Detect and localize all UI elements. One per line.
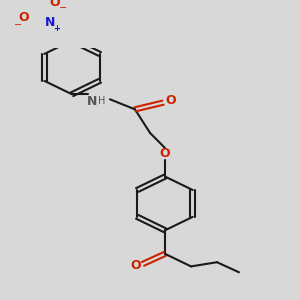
Text: −: − [14, 20, 22, 30]
Text: N: N [45, 16, 55, 28]
Text: O: O [19, 11, 29, 24]
Text: O: O [166, 94, 176, 107]
Text: −: − [59, 3, 67, 13]
Text: O: O [50, 0, 60, 9]
Text: H: H [98, 96, 106, 106]
Text: O: O [131, 259, 141, 272]
Text: N: N [87, 95, 97, 108]
Text: +: + [53, 24, 61, 33]
Text: O: O [160, 146, 170, 160]
